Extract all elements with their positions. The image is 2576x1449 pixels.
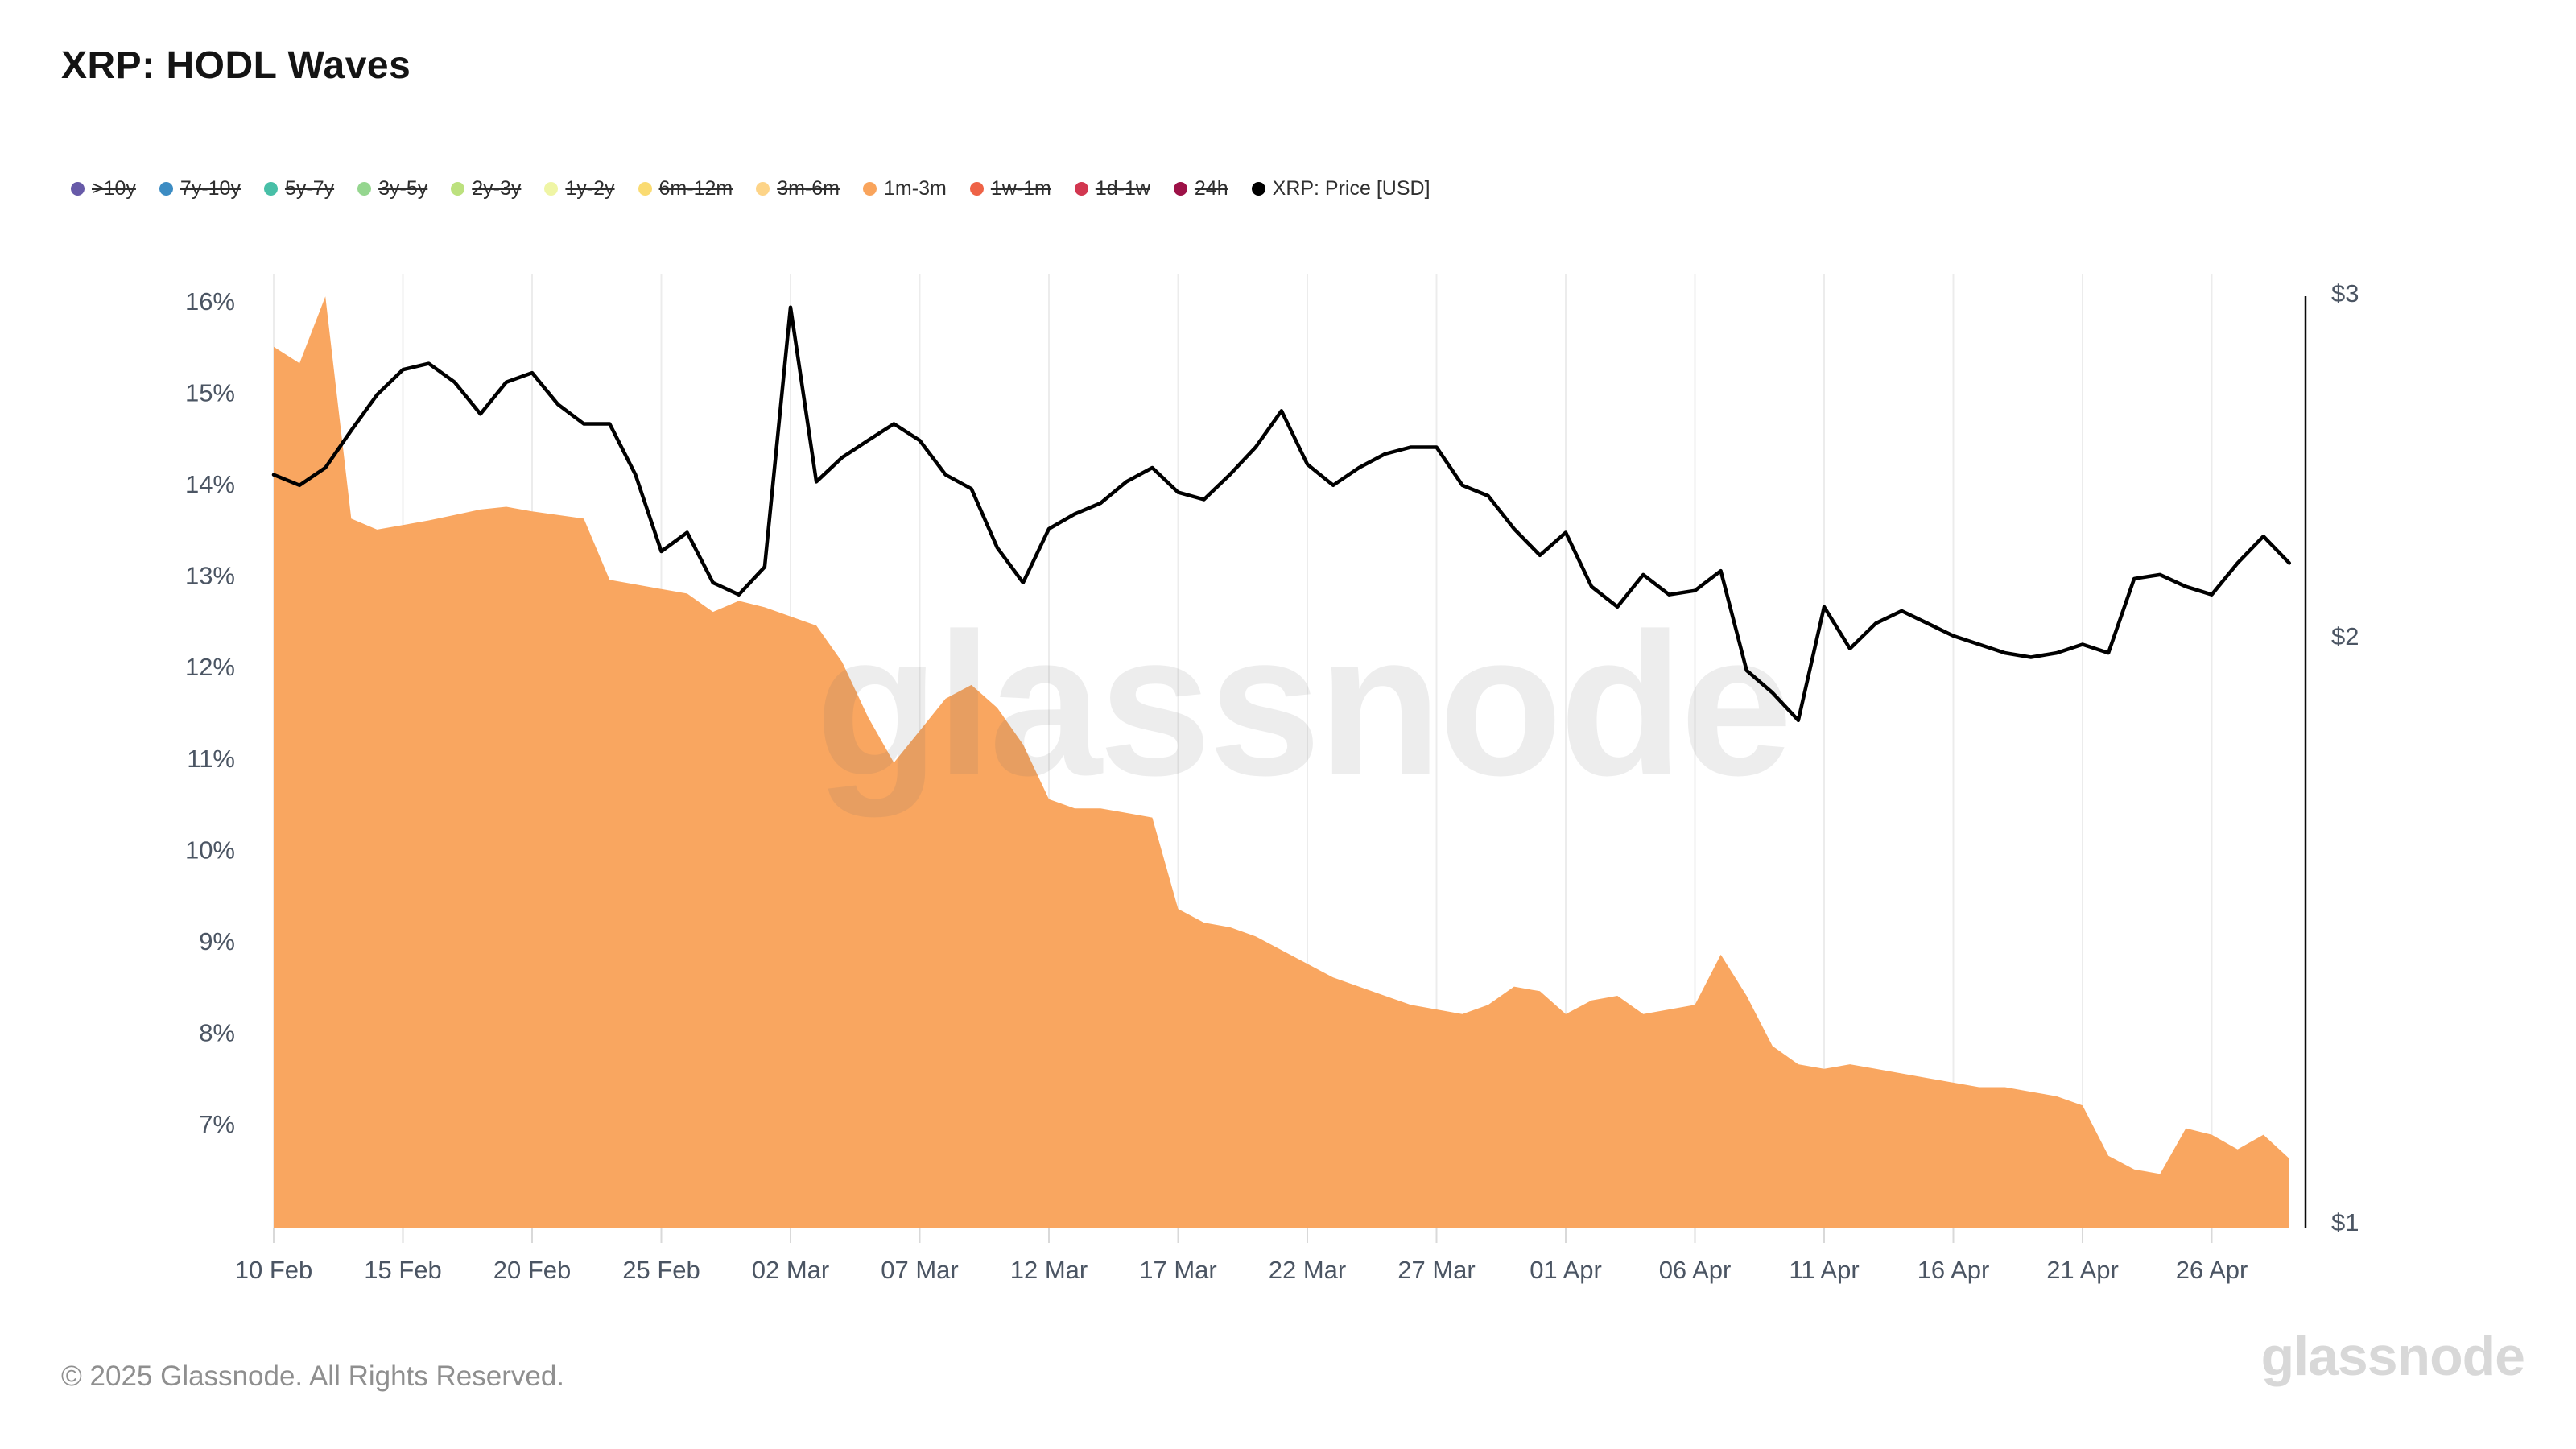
y-axis-label-left: 10% [185,836,235,864]
legend-item-7y-10y[interactable]: 7y-10y [159,177,241,200]
legend-label: 3y-5y [378,177,428,200]
legend-dot-icon [863,182,877,196]
legend-label: 6m-12m [658,177,733,200]
y-axis-label-right: $2 [2331,622,2359,650]
legend-item-24h[interactable]: 24h [1173,177,1228,200]
legend-dot-icon [1251,182,1265,196]
y-axis-label-left: 11% [187,745,235,773]
x-axis-label: 20 Feb [493,1256,572,1284]
legend-label: XRP: Price [USD] [1272,177,1430,200]
legend-dot-icon [357,182,372,196]
legend-label: 1y-2y [565,177,615,200]
legend-dot-icon [451,182,465,196]
x-axis-label: 10 Feb [235,1256,313,1284]
legend-label: 5y-7y [284,177,335,200]
legend-dot-icon [544,182,559,196]
y-axis-label-left: 12% [185,653,235,681]
legend-dot-icon [1074,182,1088,196]
x-axis-label: 11 Apr [1789,1256,1859,1284]
x-axis-label: 27 Mar [1397,1256,1475,1284]
y-axis-label-left: 9% [199,927,235,956]
legend-item-1y-2y[interactable]: 1y-2y [544,177,615,200]
legend-item-2y-3y[interactable]: 2y-3y [451,177,521,200]
y-axis-label-right: $3 [2331,279,2359,308]
legend-label: 3m-6m [777,177,840,200]
legend-label: >10y [92,177,136,200]
x-axis-label: 21 Apr [2046,1256,2119,1284]
y-axis-label-left: 8% [199,1018,235,1046]
y-axis-label-left: 13% [185,562,235,590]
page-title: XRP: HODL Waves [61,44,411,87]
y-axis-label-right: $1 [2331,1208,2359,1236]
y-axis-label-left: 15% [185,379,235,407]
legend-dot-icon [1173,182,1187,196]
legend-item-xrp-price-usd-[interactable]: XRP: Price [USD] [1251,177,1430,200]
y-axis-label-left: 7% [199,1110,235,1138]
legend-label: 2y-3y [472,177,522,200]
legend-label: 1d-1w [1095,177,1150,200]
xrp-price-line [271,305,2292,723]
legend-item-3m-6m[interactable]: 3m-6m [756,177,840,200]
legend-item-1d-1w[interactable]: 1d-1w [1074,177,1150,200]
legend-label: 1w-1m [990,177,1051,200]
x-axis-label: 02 Mar [752,1256,829,1284]
legend-dot-icon [159,182,173,196]
copyright-text: © 2025 Glassnode. All Rights Reserved. [61,1360,565,1392]
legend-label: 24h [1194,177,1228,200]
x-axis-label: 12 Mar [1010,1256,1088,1284]
legend-item--10y[interactable]: >10y [71,177,136,200]
legend-item-3y-5y[interactable]: 3y-5y [357,177,427,200]
y-axis-label-left: 14% [185,470,235,498]
legend-dot-icon [263,182,278,196]
legend-item-1m-3m[interactable]: 1m-3m [863,177,947,200]
legend-label: 1m-3m [884,177,947,200]
x-axis-label: 16 Apr [1918,1256,1990,1284]
x-axis-label: 26 Apr [2176,1256,2248,1284]
glassnode-logo: glassnode [2260,1326,2525,1387]
legend: >10y 7y-10y 5y-7y 3y-5y 2y-3y 1y-2y 6m-12m 3m-6… [71,177,1430,200]
y-axis-label-left: 16% [185,287,235,316]
legend-label: 7y-10y [180,177,241,200]
x-axis-label: 22 Mar [1269,1256,1346,1284]
legend-item-5y-7y[interactable]: 5y-7y [263,177,335,200]
x-axis-label: 06 Apr [1659,1256,1732,1284]
x-axis-label: 07 Mar [881,1256,958,1284]
legend-item-6m-12m[interactable]: 6m-12m [638,177,733,200]
x-axis-label: 17 Mar [1139,1256,1216,1284]
glassnode-watermark: glassnode [815,592,1790,818]
legend-dot-icon [638,182,652,196]
x-axis-label: 01 Apr [1530,1256,1602,1284]
x-axis-label: 25 Feb [622,1256,700,1284]
legend-dot-icon [756,182,770,196]
x-axis-label: 15 Feb [364,1256,442,1284]
legend-dot-icon [969,182,984,196]
legend-dot-icon [71,182,85,196]
hodl-area-1m-3m [274,296,2289,1228]
legend-item-1w-1m[interactable]: 1w-1m [969,177,1051,200]
